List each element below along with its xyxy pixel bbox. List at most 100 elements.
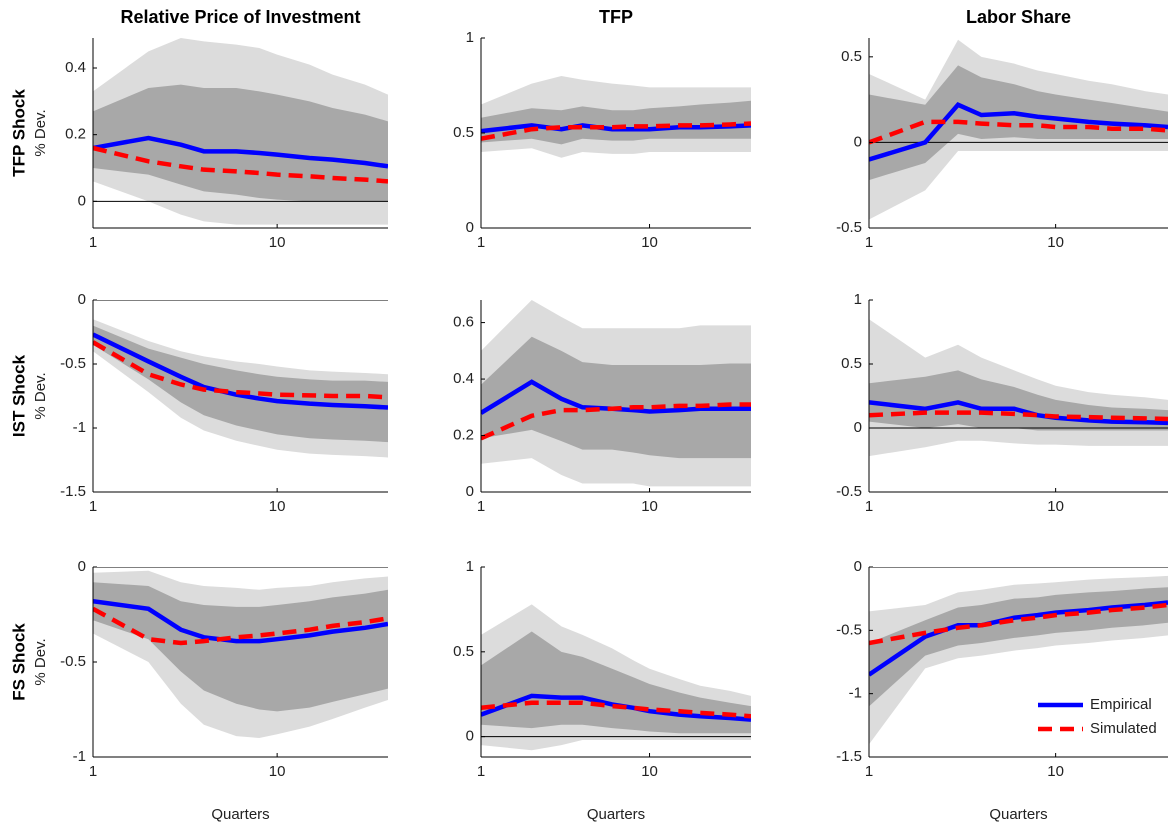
y-tick-label: 1 bbox=[466, 29, 474, 46]
x-tick-label: 1 bbox=[89, 498, 97, 515]
y-tick-label: -1 bbox=[849, 685, 862, 702]
y-tick-label: 0 bbox=[854, 133, 862, 150]
confidence-band bbox=[481, 100, 751, 145]
y-axis-label: % Dev. bbox=[32, 109, 49, 156]
plot-area bbox=[869, 39, 1168, 220]
panel-title: TFP bbox=[599, 7, 633, 27]
series-line bbox=[93, 332, 388, 410]
panel-title: Labor Share bbox=[966, 7, 1071, 27]
y-tick-label: 0 bbox=[466, 219, 474, 236]
row-label: TFP Shock bbox=[9, 89, 28, 177]
series-line bbox=[93, 145, 388, 184]
plot-area bbox=[93, 300, 388, 458]
y-tick-label: 0.5 bbox=[453, 643, 474, 660]
confidence-band bbox=[481, 336, 751, 459]
x-tick-label: 10 bbox=[1047, 498, 1064, 515]
legend: Empirical Simulated bbox=[1038, 696, 1157, 737]
series-line bbox=[481, 379, 751, 415]
panel: 0 0.2 0.4 1 10 Relative Price of Investment TF… bbox=[9, 7, 388, 251]
x-tick-label: 10 bbox=[1047, 234, 1064, 251]
plot-area bbox=[93, 38, 388, 225]
y-tick-label: 1 bbox=[854, 291, 862, 308]
x-tick-label: 1 bbox=[865, 234, 873, 251]
y-tick-label: 0.4 bbox=[65, 59, 86, 76]
plot-area bbox=[481, 300, 751, 492]
y-tick-label: 0.5 bbox=[841, 355, 862, 372]
x-tick-label: 10 bbox=[1047, 763, 1064, 780]
panel: 0 0.5 1 1 10 TFP bbox=[453, 7, 751, 251]
legend-label: Empirical bbox=[1090, 696, 1152, 713]
y-tick-label: -0.5 bbox=[836, 621, 862, 638]
x-tick-label: 10 bbox=[269, 234, 286, 251]
plot-area bbox=[869, 319, 1168, 457]
confidence-band bbox=[481, 631, 751, 734]
y-tick-label: 0 bbox=[466, 728, 474, 745]
series-line bbox=[869, 602, 1168, 646]
panel: -0.5 0 0.5 1 1 10 bbox=[836, 291, 1168, 515]
x-tick-label: 10 bbox=[641, 763, 658, 780]
x-tick-label: 1 bbox=[865, 763, 873, 780]
y-tick-label: 0.5 bbox=[453, 124, 474, 141]
x-axis-label: Quarters bbox=[989, 806, 1047, 823]
x-tick-label: 10 bbox=[269, 498, 286, 515]
series-line bbox=[481, 402, 751, 441]
x-axis-label: Quarters bbox=[211, 806, 269, 823]
series-line bbox=[481, 700, 751, 719]
panel: 0 0.5 1 1 10 Quarters bbox=[453, 558, 751, 823]
y-tick-label: 0 bbox=[78, 558, 86, 575]
y-tick-label: 0 bbox=[78, 291, 86, 308]
series-line bbox=[93, 135, 388, 169]
panel: 0 0.2 0.4 0.6 1 10 bbox=[453, 300, 751, 515]
confidence-band bbox=[869, 65, 1168, 181]
y-tick-label: 0 bbox=[78, 192, 86, 209]
y-axis-label: % Dev. bbox=[32, 638, 49, 685]
y-tick-label: 0 bbox=[466, 483, 474, 500]
y-tick-label: 0 bbox=[854, 558, 862, 575]
y-tick-label: 0.6 bbox=[453, 314, 474, 331]
series-line bbox=[481, 693, 751, 722]
series-line bbox=[869, 400, 1168, 426]
x-tick-label: 1 bbox=[89, 234, 97, 251]
series-line bbox=[93, 598, 388, 644]
x-tick-label: 1 bbox=[477, 234, 485, 251]
row-label: FS Shock bbox=[9, 623, 28, 701]
plot-area bbox=[93, 567, 388, 738]
y-tick-label: -0.5 bbox=[836, 219, 862, 236]
plot-area bbox=[869, 567, 1168, 745]
series-line bbox=[481, 121, 751, 141]
y-tick-label: -0.5 bbox=[60, 653, 86, 670]
x-tick-label: 1 bbox=[865, 498, 873, 515]
y-tick-label: 0.5 bbox=[841, 48, 862, 65]
x-tick-label: 1 bbox=[477, 763, 485, 780]
x-tick-label: 10 bbox=[269, 763, 286, 780]
x-tick-label: 10 bbox=[641, 234, 658, 251]
panel-title: Relative Price of Investment bbox=[120, 7, 360, 27]
x-tick-label: 10 bbox=[641, 498, 658, 515]
panel: -1 -0.5 0 1 10 Quarters FS Shock% Dev. bbox=[9, 558, 388, 823]
series-line bbox=[93, 340, 388, 400]
y-tick-label: -1 bbox=[73, 748, 86, 765]
y-tick-label: -0.5 bbox=[836, 483, 862, 500]
confidence-band bbox=[93, 325, 388, 443]
row-label: IST Shock bbox=[9, 354, 28, 437]
y-tick-label: 0.2 bbox=[453, 426, 474, 443]
confidence-band bbox=[869, 587, 1168, 707]
y-tick-label: -0.5 bbox=[60, 355, 86, 372]
x-tick-label: 1 bbox=[89, 763, 97, 780]
plot-area bbox=[481, 604, 751, 751]
y-tick-label: 0.2 bbox=[65, 126, 86, 143]
x-tick-label: 1 bbox=[477, 498, 485, 515]
panel: -1.5 -1 -0.5 0 1 10 Quarters Empirical Simulated bbox=[836, 558, 1168, 823]
series-line bbox=[869, 410, 1168, 422]
confidence-band bbox=[93, 582, 388, 712]
series-line bbox=[869, 102, 1168, 162]
y-tick-label: -1 bbox=[73, 419, 86, 436]
confidence-band bbox=[93, 84, 388, 202]
y-tick-label: 1 bbox=[466, 558, 474, 575]
y-axis-label: % Dev. bbox=[32, 372, 49, 419]
panel: -0.5 0 0.5 1 10 Labor Share bbox=[836, 7, 1168, 251]
y-tick-label: -1.5 bbox=[60, 483, 86, 500]
y-tick-label: -1.5 bbox=[836, 748, 862, 765]
y-tick-label: 0 bbox=[854, 419, 862, 436]
